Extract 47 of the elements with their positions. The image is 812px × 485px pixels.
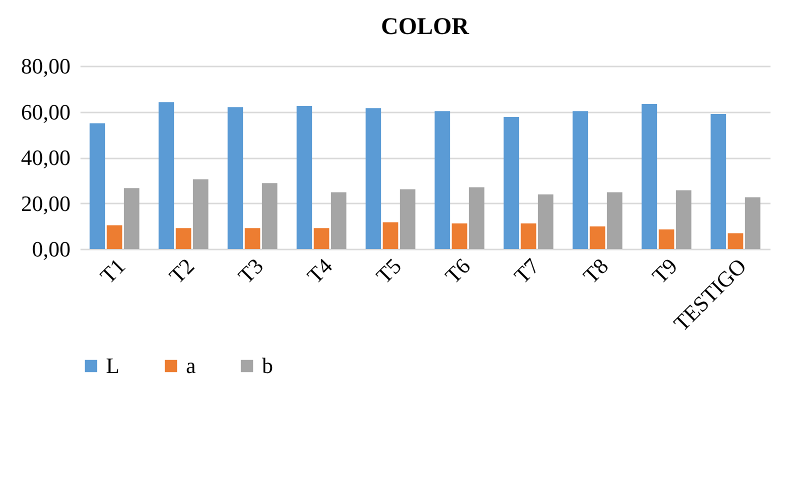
bar [468,187,484,249]
bar [176,228,192,249]
x-tick-label: T8 [578,253,614,288]
y-tick-label: 0,00 [32,236,70,262]
bar [90,123,106,249]
legend-label: L [106,353,120,378]
bar [434,111,450,249]
x-tick-label: T1 [95,253,130,288]
bar [314,228,330,249]
bar [504,117,520,249]
bar [710,114,726,249]
bar [572,111,588,249]
bar [158,102,174,249]
y-tick-label: 20,00 [21,190,70,216]
legend-label: b [262,353,273,378]
bar [520,223,536,249]
bar [642,104,658,249]
y-tick-label: 80,00 [21,54,70,78]
bar [244,228,260,249]
bar [590,226,606,249]
x-tick-label: T6 [440,253,476,288]
bar [382,222,398,249]
bar [606,192,622,249]
y-tick-label: 60,00 [21,99,70,124]
bar [538,194,554,249]
bar [106,225,122,249]
bar [676,190,692,249]
bar [192,179,208,249]
x-tick-label: T2 [164,253,200,288]
bar [744,197,760,249]
x-tick-label: T3 [233,253,268,288]
bar [728,233,744,249]
x-tick-label: T7 [509,253,544,288]
y-tick-label: 40,00 [21,145,70,170]
bar [296,106,312,249]
legend-label: a [186,353,196,378]
bar [452,223,468,249]
bar [124,188,140,249]
bar [400,189,416,249]
bar [228,107,244,249]
x-tick-label: T4 [302,253,338,288]
bar [366,108,382,249]
bar [262,183,278,249]
chart-title: COLOR [380,14,470,40]
bar [658,229,674,249]
bar [330,192,346,249]
x-tick-label: T5 [371,253,406,288]
